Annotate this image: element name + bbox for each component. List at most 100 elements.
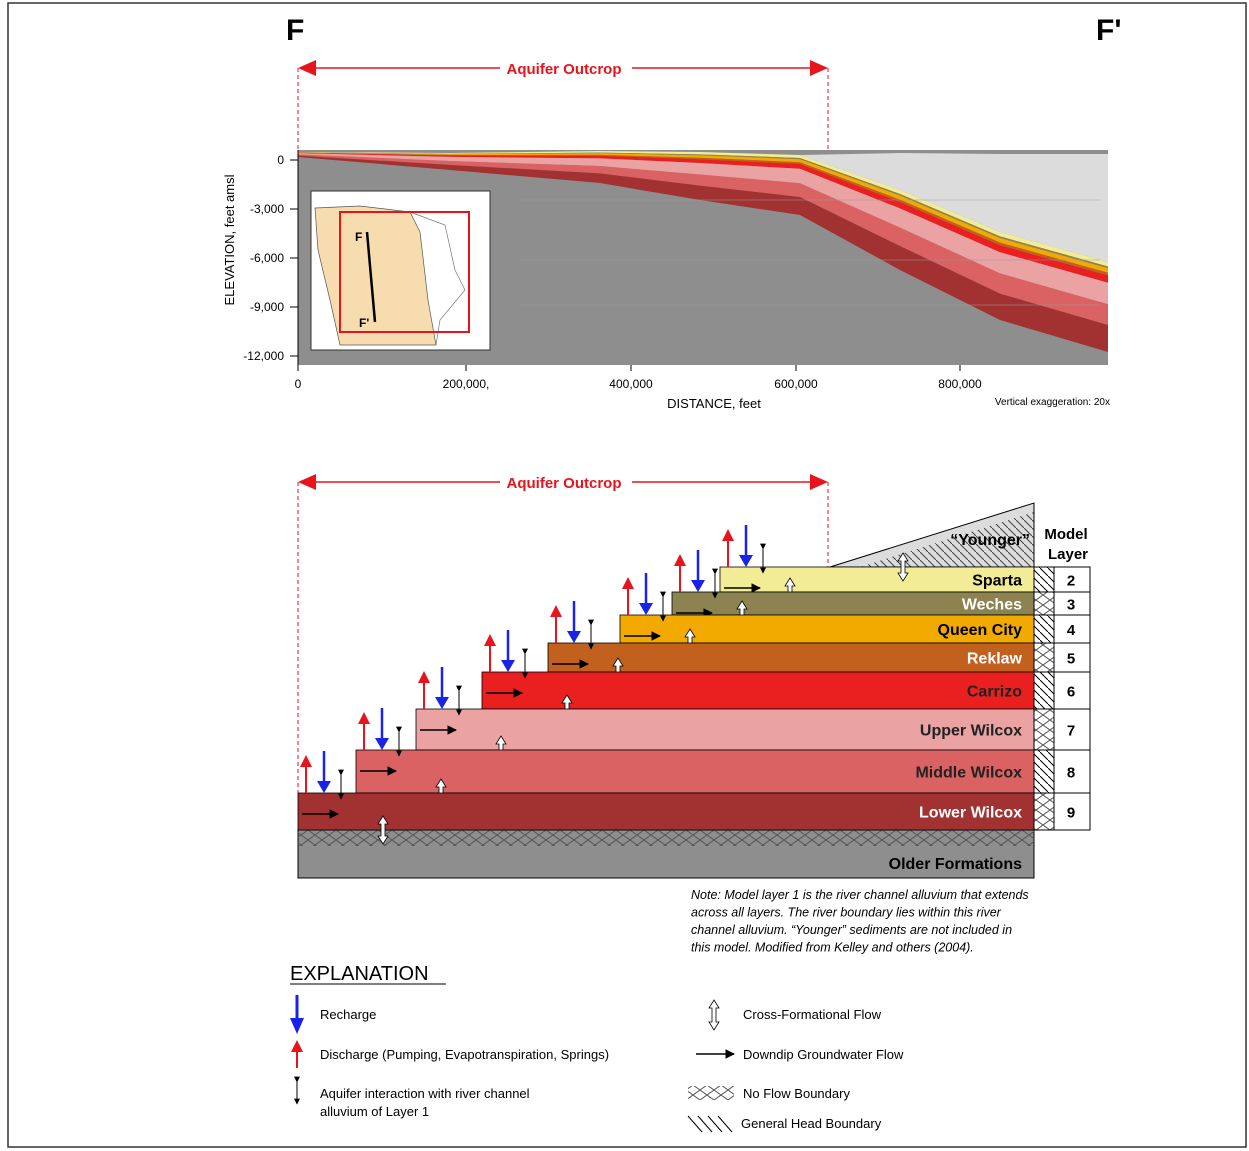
recharge-head xyxy=(691,580,705,592)
discharge-head xyxy=(484,634,496,646)
layer-name: Lower Wilcox xyxy=(919,805,1022,822)
inset-f2: F' xyxy=(359,316,369,330)
layer-number: 5 xyxy=(1067,651,1075,668)
cross-flow xyxy=(377,815,389,845)
layer-name: Middle Wilcox xyxy=(915,765,1022,782)
x-tick-label: 800,000 xyxy=(938,377,982,391)
note-line: this model. Modified from Kelley and oth… xyxy=(691,941,974,955)
layer-cell xyxy=(1053,614,1091,644)
layer-number: 6 xyxy=(1067,684,1075,701)
x-tick-label: 600,000 xyxy=(774,377,818,391)
boundary xyxy=(1033,792,1055,831)
exaggeration: Vertical exaggeration: 20x xyxy=(995,397,1110,408)
recharge-head xyxy=(639,603,653,615)
arrow-head xyxy=(810,474,828,490)
discharge-head xyxy=(418,671,430,683)
younger-zone xyxy=(800,153,1108,262)
x-axis-title: DISTANCE, feet xyxy=(667,396,761,411)
note-line: across all layers. The river boundary li… xyxy=(691,906,1002,920)
leg-text: Aquifer interaction with river channel xyxy=(320,1086,530,1101)
x-tick-label: 400,000 xyxy=(609,377,653,391)
y-axis-title: ELEVATION, feet amsl xyxy=(222,174,237,305)
discharge-head xyxy=(358,712,370,724)
boundary xyxy=(1033,591,1055,616)
layer-number: 2 xyxy=(1067,573,1075,590)
outcrop-label: Aquifer Outcrop xyxy=(507,475,622,492)
layer-cell xyxy=(1053,749,1091,794)
inset-f: F xyxy=(355,230,362,244)
layer-name: Queen City xyxy=(938,622,1023,639)
section-right: F' xyxy=(1096,14,1121,47)
recharge-head xyxy=(501,660,515,672)
recharge-head xyxy=(375,738,389,750)
y-tick-label: -3,000 xyxy=(250,202,284,216)
discharge-head xyxy=(300,755,312,767)
cross-flow xyxy=(897,552,909,582)
y-tick-label: -12,000 xyxy=(243,349,284,363)
leg-cross-flow xyxy=(708,999,720,1031)
discharge-head xyxy=(674,554,686,566)
recharge-head xyxy=(567,631,581,643)
y-tick-label: 0 xyxy=(277,153,284,167)
inset-line xyxy=(365,231,377,323)
layer-name: Sparta xyxy=(972,573,1022,590)
layer-name: Weches xyxy=(962,597,1022,614)
layer-name: Carrizo xyxy=(967,684,1022,701)
section-layer xyxy=(298,153,1108,305)
leg-text: Discharge (Pumping, Evapotranspiration, … xyxy=(320,1047,609,1062)
y-tick-label: -6,000 xyxy=(250,251,284,265)
leg-no-flow xyxy=(688,1086,734,1100)
note-line: channel alluvium. “Younger” sediments ar… xyxy=(691,923,1012,937)
recharge-head xyxy=(435,697,449,709)
leg-text: No Flow Boundary xyxy=(743,1086,850,1101)
no-flow xyxy=(298,830,1034,846)
leg-text: alluvium of Layer 1 xyxy=(320,1104,429,1119)
arrow-head xyxy=(810,60,828,76)
discharge-head xyxy=(622,577,634,589)
boundary xyxy=(1033,749,1055,794)
leg-discharge-head xyxy=(291,1040,303,1052)
inset-frame xyxy=(339,211,470,333)
section-left: F xyxy=(286,14,304,47)
note-line: Note: Model layer 1 is the river channel… xyxy=(691,888,1029,902)
arrow-head xyxy=(298,60,316,76)
block-layer xyxy=(719,566,1035,593)
outcrop-label: Aquifer Outcrop xyxy=(507,61,622,78)
leg-text: Cross-Formational Flow xyxy=(743,1007,882,1022)
layer-name: Reklaw xyxy=(967,651,1023,668)
leg-text: Recharge xyxy=(320,1007,376,1022)
layer-cell xyxy=(1053,642,1091,673)
boundary xyxy=(1033,614,1055,644)
leg-text: General Head Boundary xyxy=(741,1116,882,1131)
content: F F' Aquifer Outcrop 0 -3,000 -6,000 -9,000 -12… xyxy=(222,14,1121,1133)
boundary xyxy=(1033,708,1055,751)
boundary xyxy=(1033,671,1055,710)
arrow-head xyxy=(298,474,316,490)
inset-land xyxy=(314,205,437,346)
layer-cell xyxy=(1053,566,1091,593)
older-label: Older Formations xyxy=(889,856,1022,873)
inset-coast xyxy=(409,211,466,346)
boundary xyxy=(1033,566,1055,593)
layer-number: 7 xyxy=(1067,723,1075,740)
x-tick-label: 200,000, xyxy=(443,377,490,391)
section-layer xyxy=(298,155,1108,352)
boundary xyxy=(1033,642,1055,673)
y-tick-label: -9,000 xyxy=(250,300,284,314)
layer-number: 3 xyxy=(1067,597,1075,614)
layer-cell xyxy=(1053,792,1091,831)
leg-text: Downdip Groundwater Flow xyxy=(743,1047,904,1062)
layer-number: 4 xyxy=(1067,622,1076,639)
ml-header: Model xyxy=(1044,526,1087,543)
discharge-head xyxy=(550,605,562,617)
block-layer xyxy=(547,642,1035,673)
leg-recharge-head xyxy=(290,1018,304,1034)
layer-name: Upper Wilcox xyxy=(920,723,1022,740)
discharge-head xyxy=(722,529,734,541)
explanation-title: EXPLANATION xyxy=(290,963,429,985)
ml-header: Layer xyxy=(1048,546,1088,563)
block-layer xyxy=(297,792,1035,831)
layer-number: 8 xyxy=(1067,765,1075,782)
younger-label: “Younger” xyxy=(950,532,1030,549)
